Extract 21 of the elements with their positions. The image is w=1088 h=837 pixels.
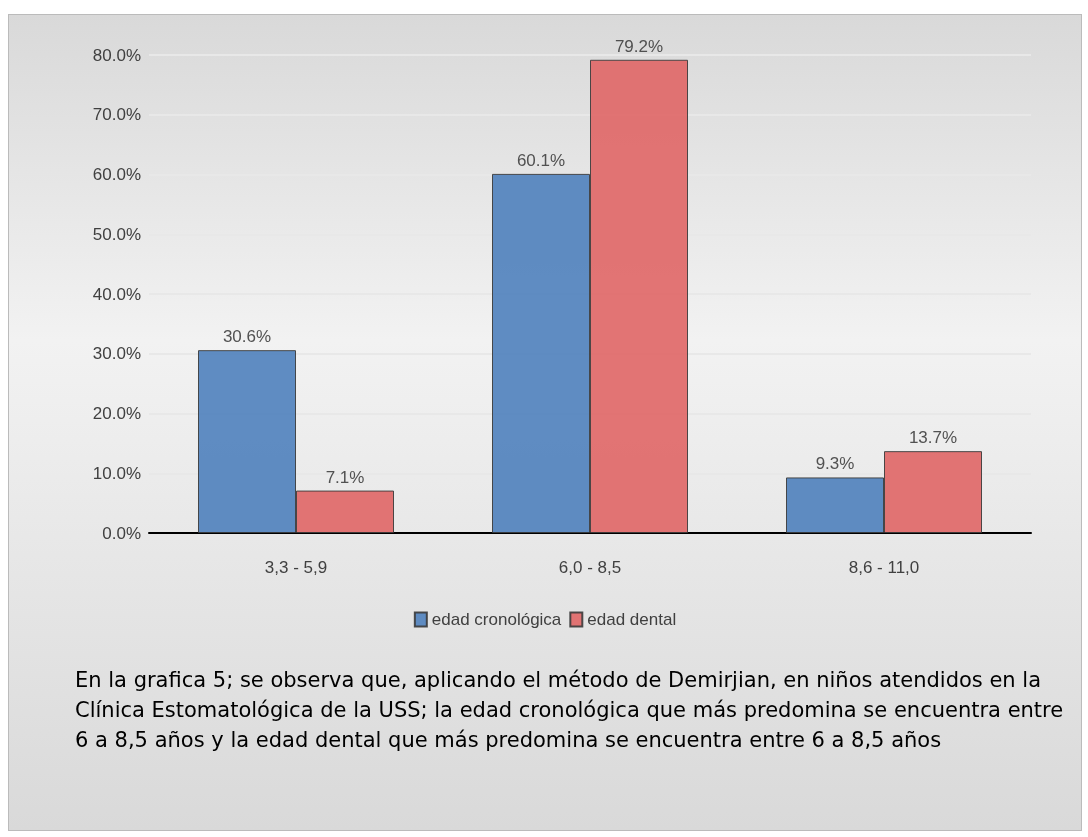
legend-label: edad dental — [587, 610, 677, 629]
x-tick-label: 8,6 - 11,0 — [848, 558, 920, 577]
y-tick-label: 10.0% — [92, 463, 141, 483]
y-tick-label: 80.0% — [92, 45, 141, 65]
y-tick-label: 40.0% — [92, 284, 141, 304]
x-tick-label: 6,0 - 8,5 — [558, 558, 622, 577]
y-tick-label: 50.0% — [92, 224, 141, 244]
x-tick-label: 3,3 - 5,9 — [264, 558, 328, 577]
data-label: 13.7% — [908, 428, 958, 448]
data-label: 30.6% — [222, 327, 272, 347]
y-tick-label: 20.0% — [92, 404, 141, 423]
y-tick-label: 30.0% — [92, 344, 141, 364]
legend-label: edad cronológica — [431, 610, 562, 629]
data-label: 9.3% — [815, 454, 855, 474]
data-label: 60.1% — [516, 150, 566, 170]
y-tick-label: 70.0% — [92, 105, 141, 125]
data-label: 7.1% — [325, 467, 365, 487]
y-tick-label: 60.0% — [92, 165, 141, 184]
y-tick-label: 0.0% — [102, 523, 141, 543]
text: En la grafica 5; se observa que, aplicando el método de Demirjian, en niños atendidos en la Clínica Estomatológica de la USS; la edad cronológica que más predomina se encuentra entre 6 a 8,5 años y la edad dental que más predomina se encuentra entre 6 a 8,5 años — [75, 667, 1065, 754]
data-label: 79.2% — [614, 36, 664, 56]
